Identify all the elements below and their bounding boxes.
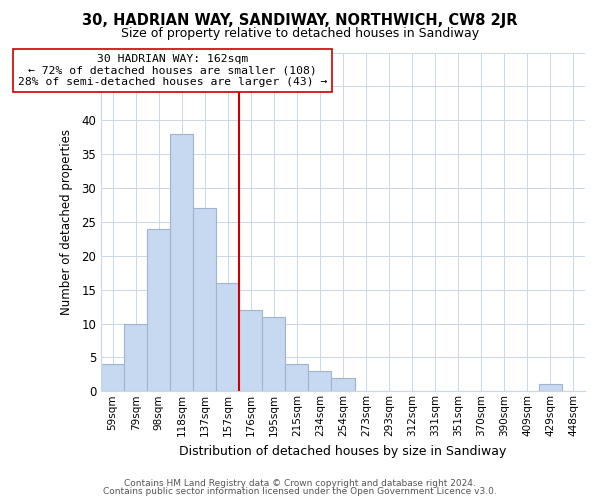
Bar xyxy=(193,208,216,392)
Bar xyxy=(101,364,124,392)
X-axis label: Distribution of detached houses by size in Sandiway: Distribution of detached houses by size … xyxy=(179,444,507,458)
Bar xyxy=(124,324,147,392)
Y-axis label: Number of detached properties: Number of detached properties xyxy=(60,129,73,315)
Bar xyxy=(331,378,355,392)
Bar xyxy=(216,283,239,392)
Bar xyxy=(539,384,562,392)
Bar xyxy=(262,316,286,392)
Text: Contains public sector information licensed under the Open Government Licence v3: Contains public sector information licen… xyxy=(103,487,497,496)
Bar xyxy=(308,371,331,392)
Text: Contains HM Land Registry data © Crown copyright and database right 2024.: Contains HM Land Registry data © Crown c… xyxy=(124,478,476,488)
Bar xyxy=(286,364,308,392)
Text: 30 HADRIAN WAY: 162sqm
← 72% of detached houses are smaller (108)
28% of semi-de: 30 HADRIAN WAY: 162sqm ← 72% of detached… xyxy=(18,54,327,87)
Bar xyxy=(170,134,193,392)
Bar xyxy=(239,310,262,392)
Bar xyxy=(147,228,170,392)
Text: Size of property relative to detached houses in Sandiway: Size of property relative to detached ho… xyxy=(121,28,479,40)
Text: 30, HADRIAN WAY, SANDIWAY, NORTHWICH, CW8 2JR: 30, HADRIAN WAY, SANDIWAY, NORTHWICH, CW… xyxy=(82,12,518,28)
